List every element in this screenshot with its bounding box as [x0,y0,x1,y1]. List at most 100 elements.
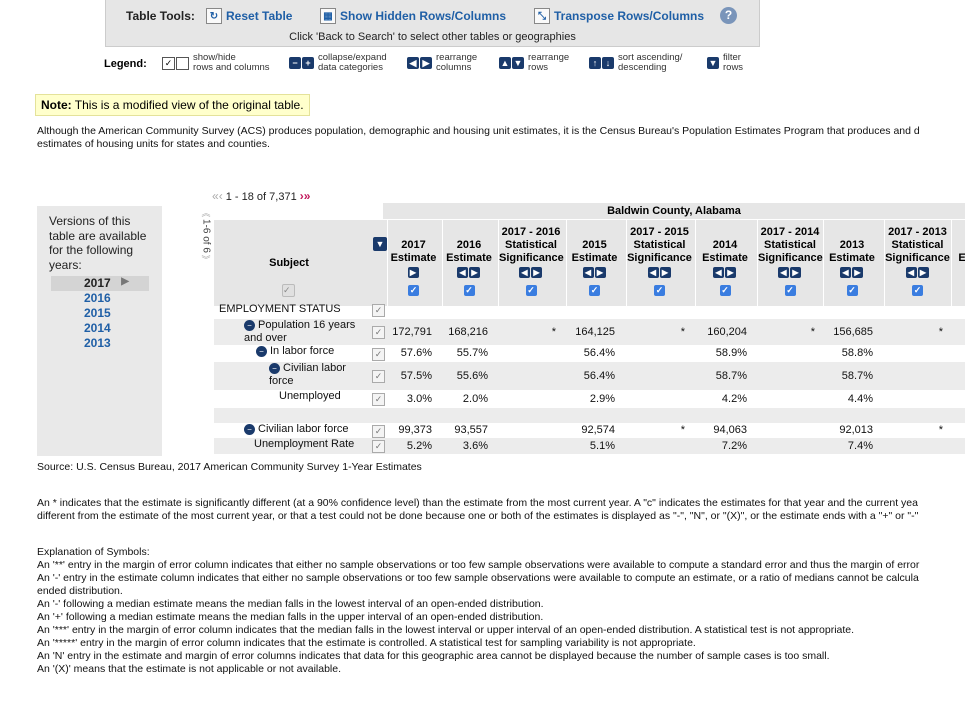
row-visibility-checkbox[interactable]: ✓ [372,393,385,406]
rearrange-column-arrows[interactable]: ◀ ▶ [627,266,692,279]
row-visibility-checkbox[interactable]: ✓ [372,347,385,361]
back-to-search-note: Click 'Back to Search' to select other t… [289,31,576,43]
row-visibility-checkbox[interactable]: ✓ [372,326,385,339]
column-visibility-checkbox[interactable]: ✓ [525,285,537,296]
next-page-icon[interactable]: › [299,189,304,203]
prev-page-icon[interactable]: ‹ [218,189,223,203]
intro-paragraph: Although the American Community Survey (… [37,125,920,150]
right-arrow-icon[interactable]: ▶ [917,266,929,278]
column-visibility-checkbox[interactable]: ✓ [784,285,796,296]
right-arrow-icon[interactable]: ▶ [659,266,671,278]
rearrange-column-arrows[interactable]: ◀ ▶ [824,266,880,279]
subject-column-checkbox[interactable]: ✓ [282,284,295,297]
table-cell: 94,063 [713,424,747,436]
table-row: Unemployment Rate ✓ 5.2% 3.6% 5.1% 7.2% 7.4% [214,438,965,454]
left-arrow-icon[interactable]: ◀ [519,266,530,278]
rearrange-column-arrows[interactable]: ▶ [388,266,439,279]
right-arrow-icon[interactable]: ▶ [407,266,419,278]
column-header-text: Statistical [505,239,557,251]
row-label: − Population 16 years and over [244,319,356,344]
row-label: − In labor force [256,345,364,358]
last-page-icon[interactable]: » [303,189,311,203]
filter-rows-icon[interactable]: ▼ [373,237,387,251]
row-visibility-checkbox[interactable]: ✓ [372,424,385,438]
row-visibility-checkbox[interactable]: ✓ [372,440,385,453]
year-link-2013[interactable]: 2013 [84,336,111,350]
rearrange-column-arrows[interactable]: ◀ ▶ [696,266,754,279]
table-cell: 55.7% [456,347,488,359]
year-link-2014[interactable]: 2014 [84,321,111,335]
table-cell: 92,013 [839,424,873,436]
column-header-text: 2015 [582,239,607,251]
collapse-icon[interactable]: − [256,345,267,357]
column-header-text: Estimate [702,252,748,264]
right-arrow-icon[interactable]: ▶ [725,266,736,278]
collapse-icon[interactable]: − [244,319,255,331]
column-header-text: Significance [627,252,692,264]
column-header-text: Statistical [633,239,686,251]
rearrange-column-arrows[interactable]: ◀ ▶ [758,266,822,279]
column-visibility-checkbox[interactable]: ✓ [589,285,600,296]
row-visibility-checkbox[interactable]: ✓ [372,304,385,317]
left-arrow-icon[interactable]: ◀ [905,266,917,278]
left-arrow-icon[interactable]: ◀ [840,266,851,278]
reset-table-button[interactable]: ↻ Reset Table [206,6,292,26]
year-link-2017[interactable]: 2017 [51,276,149,291]
table-row: Unemployed ✓ 3.0% 2.0% 2.9% 4.2% 4.4% [214,390,965,408]
column-header-text: Significance [885,252,950,264]
rearrange-column-arrows[interactable]: ◀ ▶ [499,266,563,279]
left-arrow-icon[interactable]: ◀ [647,266,659,278]
collapse-icon[interactable]: − [269,362,280,374]
column-visibility-checkbox[interactable]: ✓ [408,285,419,296]
plus-icon: + [302,57,314,69]
column-visibility-checkbox[interactable]: ✓ [463,285,475,296]
table-cell: 5.2% [406,439,432,452]
table-cell: 57.6% [400,347,432,359]
table-cell: 58.7% [841,369,873,382]
transpose-button[interactable]: ⤡ Transpose Rows/Columns [534,6,704,26]
year-link-2015[interactable]: 2015 [84,306,111,320]
down-arrow-icon: ▼ [512,57,524,69]
right-arrow-icon[interactable]: ▶ [790,266,801,278]
column-header-text: 2013 [839,239,865,251]
first-page-icon[interactable]: « [212,189,219,203]
table-cell: 3.0% [406,392,432,405]
reset-table-label: Reset Table [226,9,293,23]
collapse-icon[interactable]: − [244,423,255,435]
table-cell: 56.4% [583,347,615,359]
sort-up-icon: ↑ [589,57,601,69]
table-cell: * [680,424,685,436]
column-header-text: 2014 [712,239,738,251]
left-arrow-icon[interactable]: ◀ [457,266,468,278]
row-label: − Civilian labor force [269,362,346,387]
row-visibility-checkbox[interactable]: ✓ [372,370,385,383]
transpose-label: Transpose Rows/Columns [554,9,705,23]
help-icon[interactable]: ? [720,7,737,24]
column-visibility-checkbox[interactable]: ✓ [719,285,731,296]
left-arrow-icon[interactable]: ◀ [778,266,789,278]
row-pager-up-icon[interactable]: ︽ [201,208,211,218]
right-arrow-icon[interactable]: ▶ [469,266,480,278]
column-header-text: Estimate [829,252,875,264]
row-pager-vertical[interactable]: ︽ 1-6 of 6 ︾ [200,206,212,301]
column-header-text: Significance [758,252,823,264]
column-visibility-checkbox[interactable]: ✓ [654,285,665,296]
right-arrow-icon[interactable]: ▶ [531,266,542,278]
right-arrow-icon[interactable]: ▶ [852,266,863,278]
column-header-text: 2017 [401,239,426,251]
table-row: − In labor force ✓ 57.6% 55.7% 56.4% 58.9% 58.8… [214,345,965,362]
rearrange-column-arrows[interactable]: ◀ ▶ [567,266,622,279]
column-header-3: 2015 Estimate ◀ ▶ ✓ [566,220,622,306]
table-cell: 164,125 [575,325,615,338]
column-visibility-checkbox[interactable]: ✓ [846,285,858,296]
left-arrow-icon[interactable]: ◀ [582,266,594,278]
row-pager-down-icon[interactable]: ︾ [201,254,211,265]
column-visibility-checkbox[interactable]: ✓ [912,285,923,296]
rearrange-column-arrows[interactable]: ◀ ▶ [885,266,950,279]
right-arrow-icon[interactable]: ▶ [594,266,606,278]
rearrange-column-arrows[interactable]: ◀ ▶ [443,266,495,279]
show-hidden-button[interactable]: ▦ Show Hidden Rows/Columns [320,6,506,26]
year-link-2016[interactable]: 2016 [84,291,111,305]
left-arrow-icon[interactable]: ◀ [713,266,724,278]
table-cell: 3.6% [462,439,488,452]
